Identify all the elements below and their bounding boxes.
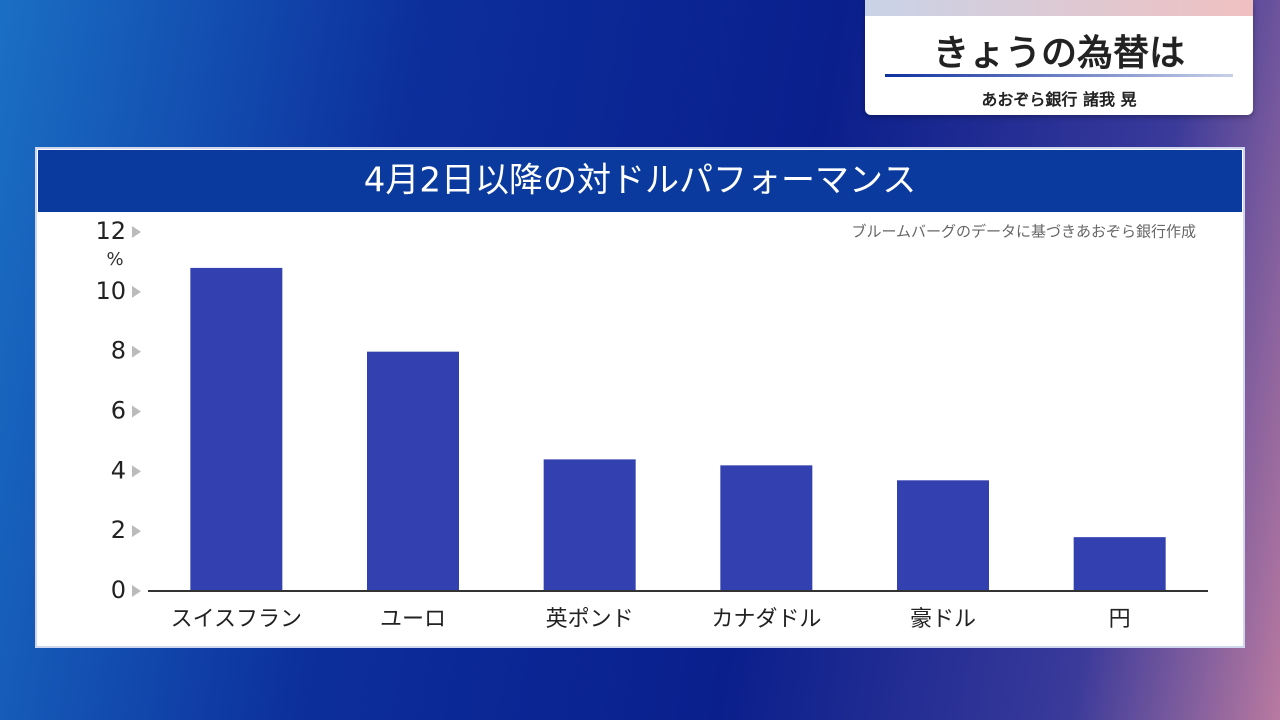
bar (897, 480, 989, 591)
header-card: きょうの為替は あおぞら銀行 諸我 晃 (865, 0, 1253, 115)
x-tick-label: カナダドル (711, 607, 821, 632)
title-bar (38, 150, 1242, 212)
y-unit: % (106, 249, 123, 270)
header-title: きょうの為替は (932, 33, 1185, 74)
y-tick-label: 12 (95, 217, 126, 245)
tick-marker (132, 465, 141, 478)
y-tick-label: 0 (111, 576, 126, 604)
tick-marker (132, 585, 141, 597)
tick-marker (132, 285, 141, 298)
card-band (865, 0, 1253, 16)
tick-marker (132, 525, 141, 538)
header-rule (885, 74, 1233, 77)
header-subtitle: あおぞら銀行 諸我 晃 (981, 90, 1137, 109)
bar (367, 351, 459, 591)
bar (190, 267, 283, 591)
x-tick-label: 英ポンド (546, 607, 634, 632)
chart-title: 4月2日以降の対ドルパフォーマンス (364, 161, 917, 201)
x-tick-label: スイスフラン (171, 607, 302, 632)
tick-marker (132, 405, 141, 418)
x-tick-label: ユーロ (380, 607, 446, 632)
y-tick-label: 6 (111, 397, 126, 425)
y-tick-label: 4 (111, 456, 126, 484)
y-tick-label: 8 (111, 337, 126, 365)
tick-marker (132, 226, 141, 238)
bar (1073, 537, 1166, 591)
x-tick-label: 豪ドル (910, 607, 976, 632)
x-tick-label: 円 (1109, 607, 1131, 632)
bar (720, 465, 813, 591)
tick-marker (132, 345, 141, 358)
y-tick-label: 2 (111, 516, 126, 544)
source-note: ブルームバーグのデータに基づきあおぞら銀行作成 (851, 223, 1196, 241)
bar (543, 459, 636, 591)
y-tick-label: 10 (95, 277, 126, 305)
